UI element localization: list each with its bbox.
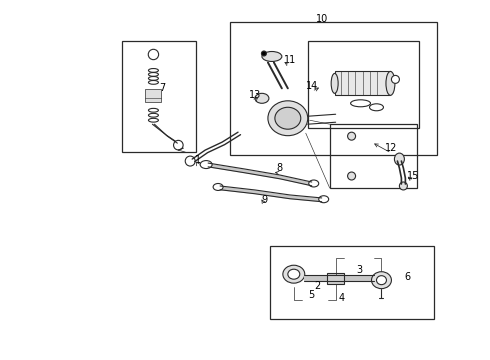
Ellipse shape [148, 72, 158, 76]
Ellipse shape [386, 71, 395, 95]
Ellipse shape [148, 81, 158, 84]
Ellipse shape [394, 153, 404, 165]
Text: 15: 15 [407, 171, 419, 181]
Ellipse shape [371, 272, 392, 289]
Ellipse shape [331, 73, 338, 93]
Ellipse shape [376, 276, 387, 285]
Text: 12: 12 [385, 143, 397, 153]
Text: 13: 13 [249, 90, 261, 100]
Ellipse shape [255, 93, 269, 103]
Ellipse shape [399, 182, 407, 190]
Circle shape [185, 156, 195, 166]
Text: 10: 10 [316, 14, 328, 24]
Ellipse shape [288, 269, 300, 279]
Ellipse shape [262, 51, 282, 62]
Ellipse shape [309, 180, 318, 187]
Text: 3: 3 [357, 265, 363, 275]
Bar [146, 89, 161, 102]
Bar [308, 41, 419, 128]
Ellipse shape [148, 68, 158, 72]
Bar [230, 22, 437, 155]
Text: 6: 6 [404, 272, 411, 282]
Ellipse shape [268, 101, 308, 136]
Ellipse shape [347, 132, 356, 140]
Bar [122, 41, 196, 152]
Ellipse shape [148, 108, 158, 112]
Ellipse shape [200, 161, 212, 168]
Ellipse shape [350, 100, 370, 107]
Ellipse shape [369, 104, 384, 111]
Ellipse shape [347, 172, 356, 180]
Text: 14: 14 [306, 81, 318, 91]
Bar [330, 124, 417, 188]
Circle shape [392, 75, 399, 84]
Ellipse shape [148, 77, 158, 80]
Bar [327, 273, 343, 284]
Text: 2: 2 [315, 280, 321, 291]
Bar [335, 71, 391, 95]
Text: 1: 1 [195, 155, 201, 165]
Text: 4: 4 [339, 293, 344, 302]
Ellipse shape [213, 184, 223, 190]
Ellipse shape [148, 113, 158, 117]
Text: 8: 8 [277, 163, 283, 173]
Ellipse shape [283, 265, 305, 283]
Ellipse shape [318, 196, 329, 203]
Text: 9: 9 [262, 195, 268, 205]
Circle shape [262, 51, 267, 56]
Text: 7: 7 [159, 84, 166, 93]
Ellipse shape [275, 107, 301, 129]
Bar [270, 246, 434, 319]
Ellipse shape [148, 118, 158, 122]
Circle shape [148, 49, 159, 60]
Text: 5: 5 [309, 289, 315, 300]
Circle shape [173, 140, 183, 150]
Text: 11: 11 [284, 55, 296, 66]
